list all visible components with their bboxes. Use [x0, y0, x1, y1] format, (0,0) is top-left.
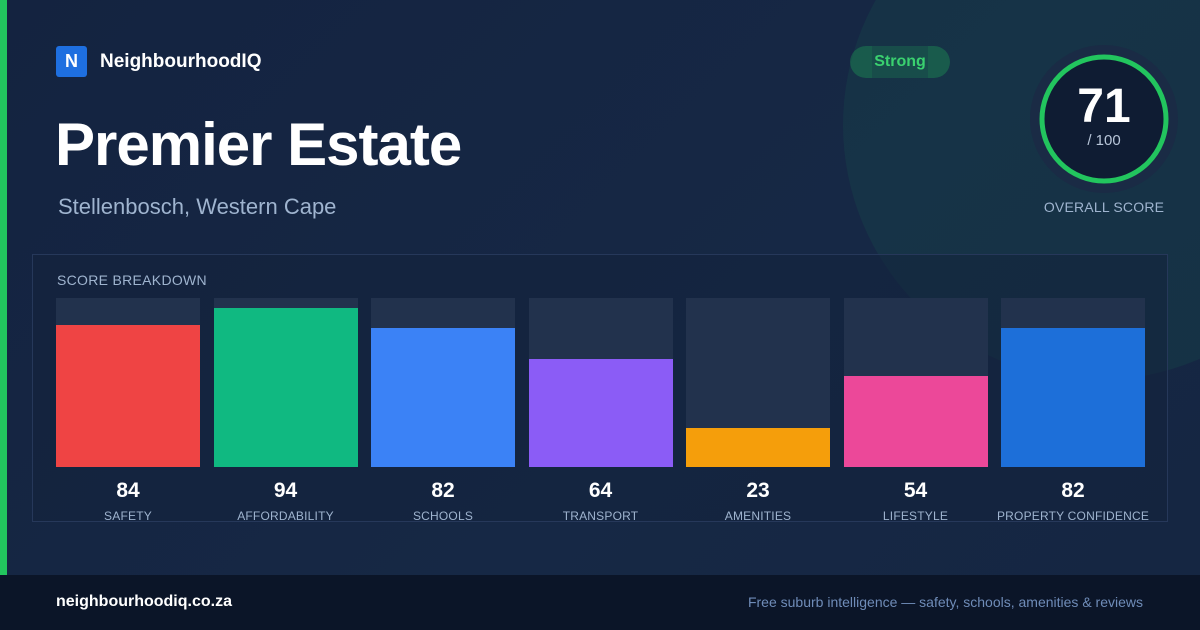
- score-column-schools: 82 SCHOOLS: [371, 298, 515, 523]
- score-column-transport: 64 TRANSPORT: [528, 298, 673, 523]
- score-ring-graphic: [1030, 45, 1178, 193]
- score-value: 23: [746, 479, 770, 502]
- score-value: 94: [273, 479, 298, 502]
- footer-url: neighbourhoodiq.co.za: [56, 593, 232, 610]
- overall-score-label: OVERALL SCORE: [1043, 199, 1165, 215]
- score-breakdown-panel: SCORE BREAKDOWN 84 SAFETY 94 AFFORDABILITY 8…: [32, 254, 1168, 523]
- score-category-label: LIFESTYLE: [882, 509, 949, 523]
- overall-score-ring: 71 / 100: [1030, 45, 1178, 193]
- status-badge: Strong: [850, 46, 950, 78]
- score-breakdown-title: SCORE BREAKDOWN: [57, 272, 207, 288]
- status-badge-label: Strong: [874, 53, 926, 70]
- score-bar: [1001, 328, 1145, 467]
- score-bar-track: [1001, 298, 1145, 467]
- score-bar: [843, 376, 988, 467]
- brand: N NeighbourhoodIQ: [56, 46, 261, 77]
- score-column-lifestyle: 54 LIFESTYLE: [843, 298, 988, 523]
- score-category-label: AMENITIES: [724, 509, 792, 523]
- footer-tagline: Free suburb intelligence — safety, schoo…: [747, 594, 1143, 610]
- score-bar-track: [843, 298, 988, 467]
- score-bar-track: [213, 298, 358, 467]
- score-column-safety: 84 SAFETY: [56, 298, 200, 523]
- score-ring-arc: [1039, 54, 1169, 184]
- score-value: 54: [903, 479, 928, 502]
- score-value: 64: [588, 479, 613, 502]
- score-column-property-confidence: 82 PROPERTY CONFIDENCE: [997, 298, 1149, 523]
- score-column-affordability: 94 AFFORDABILITY: [213, 298, 358, 523]
- location-subtitle: Stellenbosch, Western Cape: [58, 194, 337, 219]
- score-bar-track: [528, 298, 673, 467]
- score-category-label: TRANSPORT: [562, 509, 639, 523]
- score-bar-track: [371, 298, 515, 467]
- overall-score-value: 71: [1077, 80, 1131, 133]
- score-category-label: SAFETY: [104, 509, 152, 523]
- score-column-amenities: 23 AMENITIES: [686, 298, 830, 523]
- score-category-label: PROPERTY CONFIDENCE: [996, 509, 1150, 523]
- score-bar: [371, 328, 515, 467]
- brand-name: NeighbourhoodIQ: [100, 50, 262, 72]
- share-card: N NeighbourhoodIQ Premier Estate Stellen…: [0, 0, 1200, 575]
- score-value: 84: [116, 479, 140, 502]
- score-bar-track: [686, 298, 830, 467]
- score-bar-track: [56, 298, 200, 467]
- score-value: 82: [1061, 479, 1085, 502]
- footer: neighbourhoodiq.co.za Free suburb intell…: [0, 575, 1200, 630]
- page-title: Premier Estate: [55, 111, 462, 178]
- overall-score-max: / 100: [1087, 132, 1121, 149]
- accent-bar: [0, 0, 7, 575]
- score-category-label: SCHOOLS: [412, 509, 474, 523]
- score-value: 82: [431, 479, 455, 502]
- score-bar: [686, 428, 830, 467]
- brand-logo-icon: N: [56, 46, 87, 77]
- score-bar: [528, 359, 673, 467]
- score-bar: [213, 308, 358, 467]
- score-bar: [56, 325, 200, 467]
- score-category-label: AFFORDABILITY: [237, 509, 334, 523]
